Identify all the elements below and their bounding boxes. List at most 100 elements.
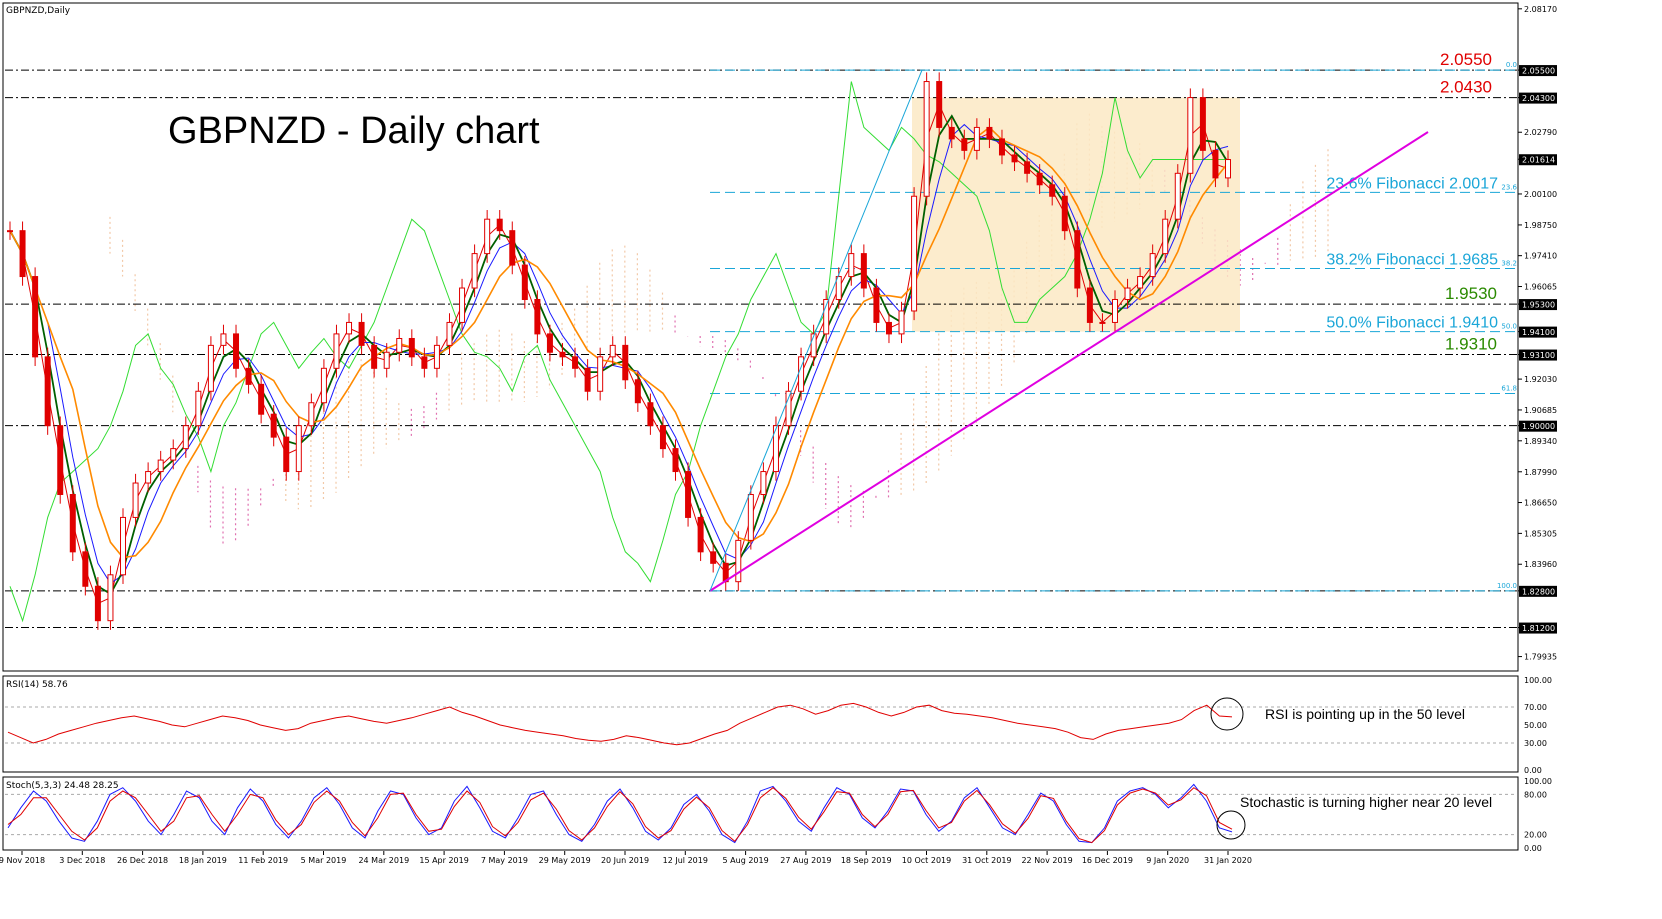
- fib-ratio: 50.0: [1501, 323, 1517, 331]
- x-tick-label: 11 Feb 2019: [238, 856, 288, 865]
- candle-body: [810, 333, 817, 358]
- x-tick-label: 10 Oct 2019: [902, 856, 951, 865]
- candle-body: [220, 333, 227, 346]
- x-tick-label: 12 Jul 2019: [663, 856, 708, 865]
- price-tag-bg: [1519, 420, 1557, 432]
- candle-body: [295, 425, 302, 473]
- candle-body: [371, 344, 378, 369]
- candle-body: [1036, 172, 1043, 186]
- level-label: 1.9310: [1445, 335, 1497, 354]
- indicator-tick-label: 100.00: [1524, 777, 1552, 786]
- rsi-title: RSI(14) 58.76: [6, 680, 68, 690]
- candle-body: [647, 402, 654, 427]
- candle-body: [258, 383, 265, 415]
- candle-body: [207, 344, 214, 392]
- y-tick-label: 1.96065: [1524, 283, 1557, 292]
- candle-body: [358, 321, 365, 346]
- price-tag: 1.81200: [1522, 624, 1555, 633]
- candle-body: [672, 448, 679, 473]
- chart-title: GBPNZD - Daily chart: [168, 110, 540, 152]
- candle-body: [1149, 253, 1156, 278]
- candle-body: [57, 425, 64, 495]
- stoch-annotation: Stochastic is turning higher near 20 lev…: [1240, 794, 1492, 810]
- candle-body: [333, 333, 340, 369]
- price-tag: 2.04300: [1522, 94, 1555, 103]
- indicator-tick-label: 30.00: [1524, 739, 1547, 748]
- stoch-panel: 100.00 80.00 20.00 0.00: [5, 777, 1552, 853]
- candle-body: [408, 337, 415, 358]
- candle-body: [923, 81, 930, 197]
- support-trendline: [709, 131, 1429, 592]
- candle-body: [873, 287, 880, 323]
- candle-body: [1074, 230, 1081, 289]
- candle-body: [735, 539, 742, 583]
- rsi-panel-frame: [2, 675, 1519, 773]
- price-tag-bg: [1519, 349, 1557, 361]
- candle-body: [835, 276, 842, 300]
- x-tick-label: 3 Dec 2018: [59, 856, 105, 865]
- fib-label: 38.2% Fibonacci 1.9685: [1326, 252, 1498, 269]
- stoch-title: Stoch(5,3,3) 24.48 28.25: [6, 781, 119, 791]
- x-tick-label: 31 Oct 2019: [962, 856, 1011, 865]
- candle-body: [283, 436, 290, 473]
- stoch-note-circle: [1216, 810, 1246, 840]
- x-tick-label: 5 Mar 2019: [301, 856, 347, 865]
- candle-body: [1086, 287, 1093, 323]
- price-range-box: [912, 97, 1240, 332]
- indicator-tick-label: 0.00: [1524, 766, 1542, 775]
- candle-body: [710, 551, 717, 564]
- indicator-line: [7, 787, 1233, 844]
- candle-body: [1124, 287, 1131, 300]
- fib-label: 23.6% Fibonacci 2.0017: [1326, 175, 1498, 192]
- indicator-tick-label: 20.00: [1524, 831, 1547, 840]
- x-tick-label: 18 Jan 2019: [179, 856, 227, 865]
- candle-body: [772, 425, 779, 473]
- fib-label: 50.0% Fibonacci 1.9410: [1326, 315, 1498, 332]
- fib-ratio: 61.8: [1501, 385, 1517, 393]
- candle-body: [685, 471, 692, 518]
- y-tick-label: 2.00100: [1524, 190, 1557, 199]
- y-tick-label: 1.89340: [1524, 437, 1557, 446]
- candle-body: [233, 333, 240, 369]
- candle-body: [584, 367, 591, 392]
- candle-body: [1111, 298, 1118, 323]
- candle-body: [973, 126, 980, 151]
- indicator-line: [7, 702, 1233, 746]
- candle-body: [170, 448, 177, 461]
- sma-slow-line: [9, 126, 1229, 559]
- candle-body: [1225, 159, 1231, 179]
- candle-body: [270, 413, 277, 438]
- price-tag-bg: [1519, 585, 1557, 597]
- indicator-tick-label: 0.00: [1524, 844, 1542, 853]
- y-tick-label: 1.86650: [1524, 499, 1557, 508]
- candle-body: [1024, 161, 1031, 174]
- candle-body: [1174, 172, 1181, 220]
- candle-body: [459, 287, 466, 323]
- indicator-lines: [9, 81, 1229, 623]
- candle-body: [245, 367, 252, 385]
- stoch-panel-frame: [2, 776, 1519, 851]
- candle-body: [1137, 276, 1144, 289]
- candle-body: [936, 81, 943, 128]
- y-tick-label: 1.87990: [1524, 468, 1557, 477]
- rsi-note-circle: [1210, 697, 1244, 731]
- price-tag-bg: [1519, 299, 1557, 311]
- trendlines: [709, 69, 1429, 592]
- indicator-tick-label: 100.00: [1524, 676, 1552, 685]
- rsi-panel: 100.00 70.00 50.00 30.00 0.00: [5, 676, 1552, 775]
- candle-body: [32, 276, 39, 358]
- candle-body: [433, 344, 440, 369]
- candle-body: [471, 253, 478, 289]
- candle-body: [697, 516, 704, 553]
- candle-body: [659, 425, 666, 450]
- candle-body: [320, 367, 327, 404]
- level-label: 1.9530: [1445, 284, 1497, 303]
- fib-ratio: 23.6: [1501, 183, 1517, 191]
- price-tag-bg: [1519, 65, 1557, 77]
- y-tick-label: 1.79935: [1524, 653, 1557, 662]
- candle-body: [521, 264, 528, 300]
- y-tick-label: 1.83960: [1524, 560, 1557, 569]
- price-tag: 2.05500: [1522, 67, 1555, 76]
- candle-body: [785, 390, 792, 427]
